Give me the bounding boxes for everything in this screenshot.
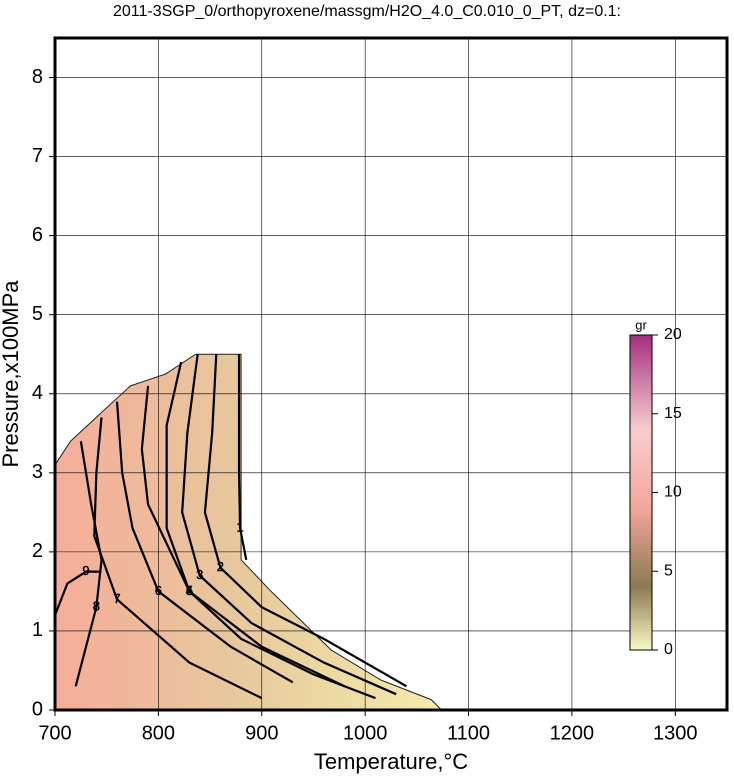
y-tick-label: 8 <box>32 66 43 88</box>
contour-label: 1 <box>236 520 243 535</box>
contour-line <box>93 417 263 700</box>
colorbar-tick-label: 5 <box>664 562 673 579</box>
y-tick-label: 0 <box>32 698 43 720</box>
contour-label: 7 <box>113 591 120 606</box>
y-tick-label: 7 <box>32 145 43 167</box>
x-tick-label: 700 <box>38 722 71 744</box>
colorbar-tick-label: 0 <box>664 641 673 658</box>
y-tick-label: 1 <box>32 619 43 641</box>
y-tick-label: 6 <box>32 224 43 246</box>
chart-title: 2011-3SGP_0/orthopyroxene/massgm/H2O_4.0… <box>113 3 621 20</box>
colorbar-tick-label: 10 <box>664 484 682 501</box>
contour-label: 5 <box>186 583 193 598</box>
frame <box>53 36 729 712</box>
y-tick-label: 2 <box>32 540 43 562</box>
contour-line <box>55 570 102 616</box>
x-axis-label: Temperature,°C <box>314 749 468 774</box>
contour-label: 8 <box>93 599 100 614</box>
contour-line <box>181 354 397 696</box>
x-tick-label: 900 <box>245 722 278 744</box>
colorbar-tick-label: 20 <box>664 326 682 343</box>
colorbar <box>629 334 653 651</box>
x-tick-label: 1000 <box>343 722 388 744</box>
contour-label: 3 <box>196 567 203 582</box>
contour-line <box>115 401 294 684</box>
x-tick-label: 1300 <box>653 722 698 744</box>
colorbar-label: gr <box>635 317 647 332</box>
x-tick-label: 800 <box>142 722 175 744</box>
y-tick-label: 4 <box>32 382 43 404</box>
contour-line <box>203 354 408 688</box>
y-tick-label: 5 <box>32 303 43 325</box>
contour-line <box>74 441 103 687</box>
x-tick-label: 1200 <box>550 722 595 744</box>
contour-label: 9 <box>82 563 89 578</box>
x-tick-label: 1100 <box>447 722 490 744</box>
y-tick-label: 3 <box>32 461 43 483</box>
colorbar-tick-label: 15 <box>664 405 682 422</box>
contour-line <box>140 385 345 688</box>
contour-line <box>237 354 248 560</box>
y-axis-label: Pressure,x100MPa <box>0 280 23 468</box>
region <box>55 353 443 710</box>
contour-label: 2 <box>217 559 224 574</box>
